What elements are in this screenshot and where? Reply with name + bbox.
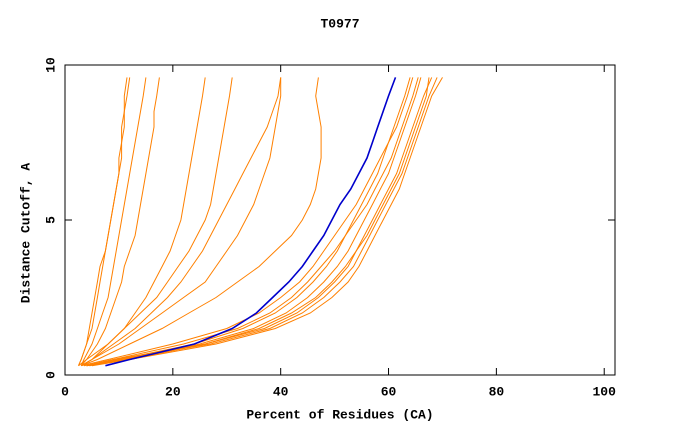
chart-title: T0977 bbox=[320, 16, 359, 31]
series-line bbox=[86, 77, 438, 367]
series-line bbox=[80, 77, 206, 367]
series-line bbox=[80, 77, 160, 367]
series-line bbox=[78, 77, 131, 366]
series-line bbox=[78, 77, 233, 367]
y-tick-label: 5 bbox=[43, 216, 58, 224]
series-line bbox=[83, 77, 433, 367]
series-line bbox=[81, 77, 414, 367]
y-tick-label: 10 bbox=[43, 57, 58, 73]
x-tick-label: 80 bbox=[489, 384, 505, 399]
x-tick-label: 20 bbox=[165, 384, 181, 399]
y-tick-label: 0 bbox=[43, 371, 58, 379]
series-line bbox=[105, 77, 397, 367]
series-line bbox=[78, 77, 128, 366]
series-line bbox=[86, 77, 411, 367]
series-line bbox=[86, 77, 422, 367]
series-line bbox=[81, 77, 322, 367]
series-line bbox=[89, 77, 443, 367]
series-line bbox=[86, 77, 419, 367]
x-tick-label: 100 bbox=[593, 384, 617, 399]
series-line bbox=[80, 77, 282, 367]
y-axis-label: Distance Cutoff, A bbox=[18, 163, 33, 304]
x-tick-label: 0 bbox=[61, 384, 69, 399]
series-line bbox=[91, 77, 430, 367]
x-tick-label: 40 bbox=[273, 384, 289, 399]
series-line bbox=[80, 77, 282, 367]
x-axis-label: Percent of Residues (CA) bbox=[246, 407, 433, 422]
plot-frame bbox=[64, 64, 616, 376]
x-tick-label: 60 bbox=[381, 384, 397, 399]
series-line bbox=[80, 77, 147, 366]
